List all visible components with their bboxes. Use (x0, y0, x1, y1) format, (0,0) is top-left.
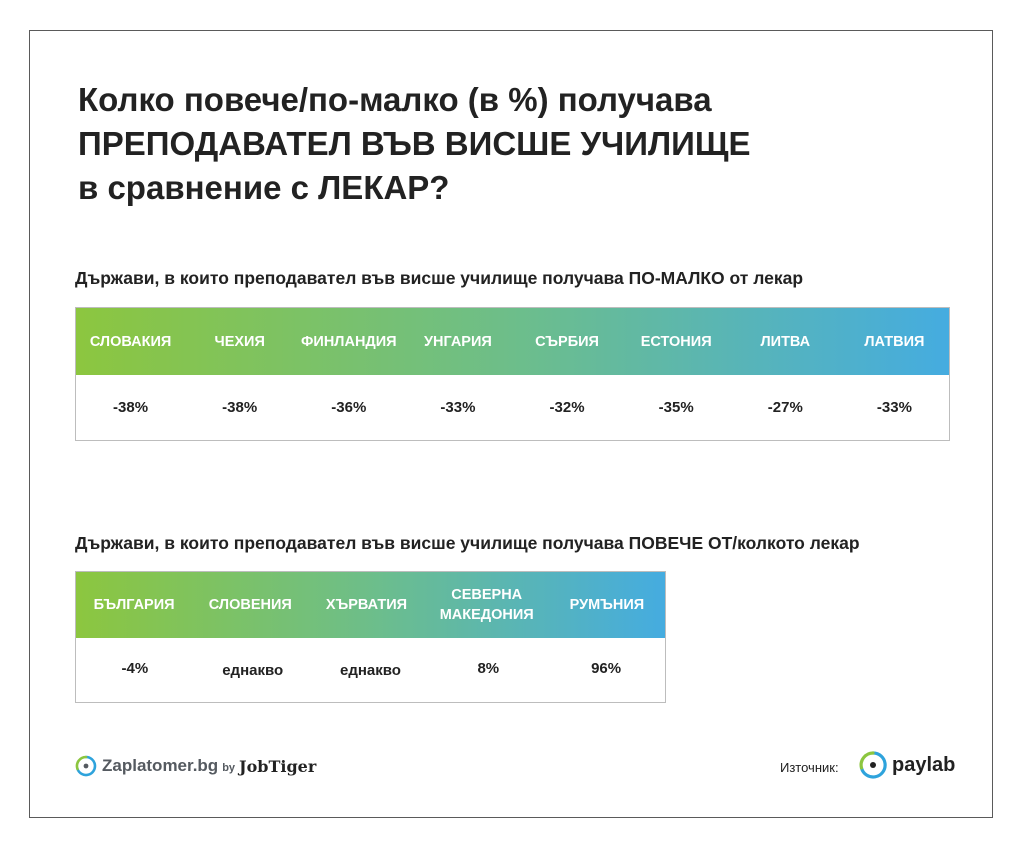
title-line-1: Колко повече/по-малко (в %) получава (78, 81, 712, 118)
column-header: УНГАРИЯ (424, 333, 492, 350)
column-header: ЕСТОНИЯ (640, 333, 712, 350)
column-header: ЧЕХИЯ (214, 333, 265, 350)
table-cell: -38% (222, 399, 258, 416)
table-cell: еднакво (222, 661, 284, 679)
table-cell: -27% (767, 399, 803, 416)
less-than-doctor-table: СЛОВАКИЯ ЧЕХИЯ ФИНЛАНДИЯ УНГАРИЯ СЪРБИЯ … (75, 307, 950, 441)
table-cell: -4% (121, 660, 149, 677)
infographic-frame (29, 30, 993, 818)
jobtiger-brand: JobTiger (239, 756, 317, 776)
column-header: ЛИТВА (760, 333, 811, 350)
table-cell: -35% (658, 399, 694, 416)
column-header: СЕВЕРНА МАКЕДОНИЯ (439, 587, 534, 623)
column-header: ФИНЛАНДИЯ (301, 333, 397, 350)
table-cell: еднакво (340, 661, 401, 679)
section2-subtitle: Държави, в които преподавател във висше … (75, 533, 860, 553)
table-row: -38% -38% -36% -33% -32% -35% -27% -33% (76, 375, 949, 440)
table-cell: -36% (331, 399, 367, 416)
table-cell: 96% (591, 660, 622, 677)
table-cell: -33% (876, 399, 912, 416)
section1-subtitle: Държави, в които преподавател във висше … (75, 268, 804, 288)
zaplatomer-logo-icon (75, 755, 97, 777)
column-header: ХЪРВАТИЯ (325, 597, 408, 613)
table-header-row: БЪЛГАРИЯ СЛОВЕНИЯ ХЪРВАТИЯ СЕВЕРНА МАКЕД… (76, 572, 665, 638)
more-than-doctor-table: БЪЛГАРИЯ СЛОВЕНИЯ ХЪРВАТИЯ СЕВЕРНА МАКЕД… (75, 571, 666, 703)
column-header: РУМЪНИЯ (569, 597, 645, 613)
table-cell: 8% (477, 660, 500, 677)
zaplatomer-brand: Zaplatomer.bg (102, 756, 219, 775)
column-header: ЛАТВИЯ (864, 333, 925, 350)
zaplatomer-logo: Zaplatomer.bg by JobTiger (75, 755, 316, 777)
title-line-2: ПРЕПОДАВАТЕЛ ВЪВ ВИСШЕ УЧИЛИЩЕ (78, 125, 751, 162)
column-header: СЪРБИЯ (535, 333, 599, 350)
title-line-3: в сравнение с ЛЕКАР? (78, 169, 450, 206)
source-label: Източник: (780, 760, 839, 775)
table-row: -4% еднакво еднакво 8% 96% (76, 638, 665, 702)
table-cell: -33% (440, 399, 476, 416)
paylab-brand: paylab (892, 753, 956, 776)
table-cell: -38% (113, 399, 149, 416)
table-cell: -32% (549, 399, 585, 416)
column-header: СЛОВЕНИЯ (208, 597, 292, 613)
paylab-logo: paylab (858, 750, 955, 780)
table-header-row: СЛОВАКИЯ ЧЕХИЯ ФИНЛАНДИЯ УНГАРИЯ СЪРБИЯ … (76, 308, 949, 375)
paylab-logo-icon (859, 751, 887, 779)
column-header: БЪЛГАРИЯ (93, 597, 175, 613)
by-label: by (222, 762, 236, 774)
column-header: СЛОВАКИЯ (89, 333, 172, 350)
page-title: Колко повече/по-малко (в %) получава ПРЕ… (78, 78, 938, 210)
